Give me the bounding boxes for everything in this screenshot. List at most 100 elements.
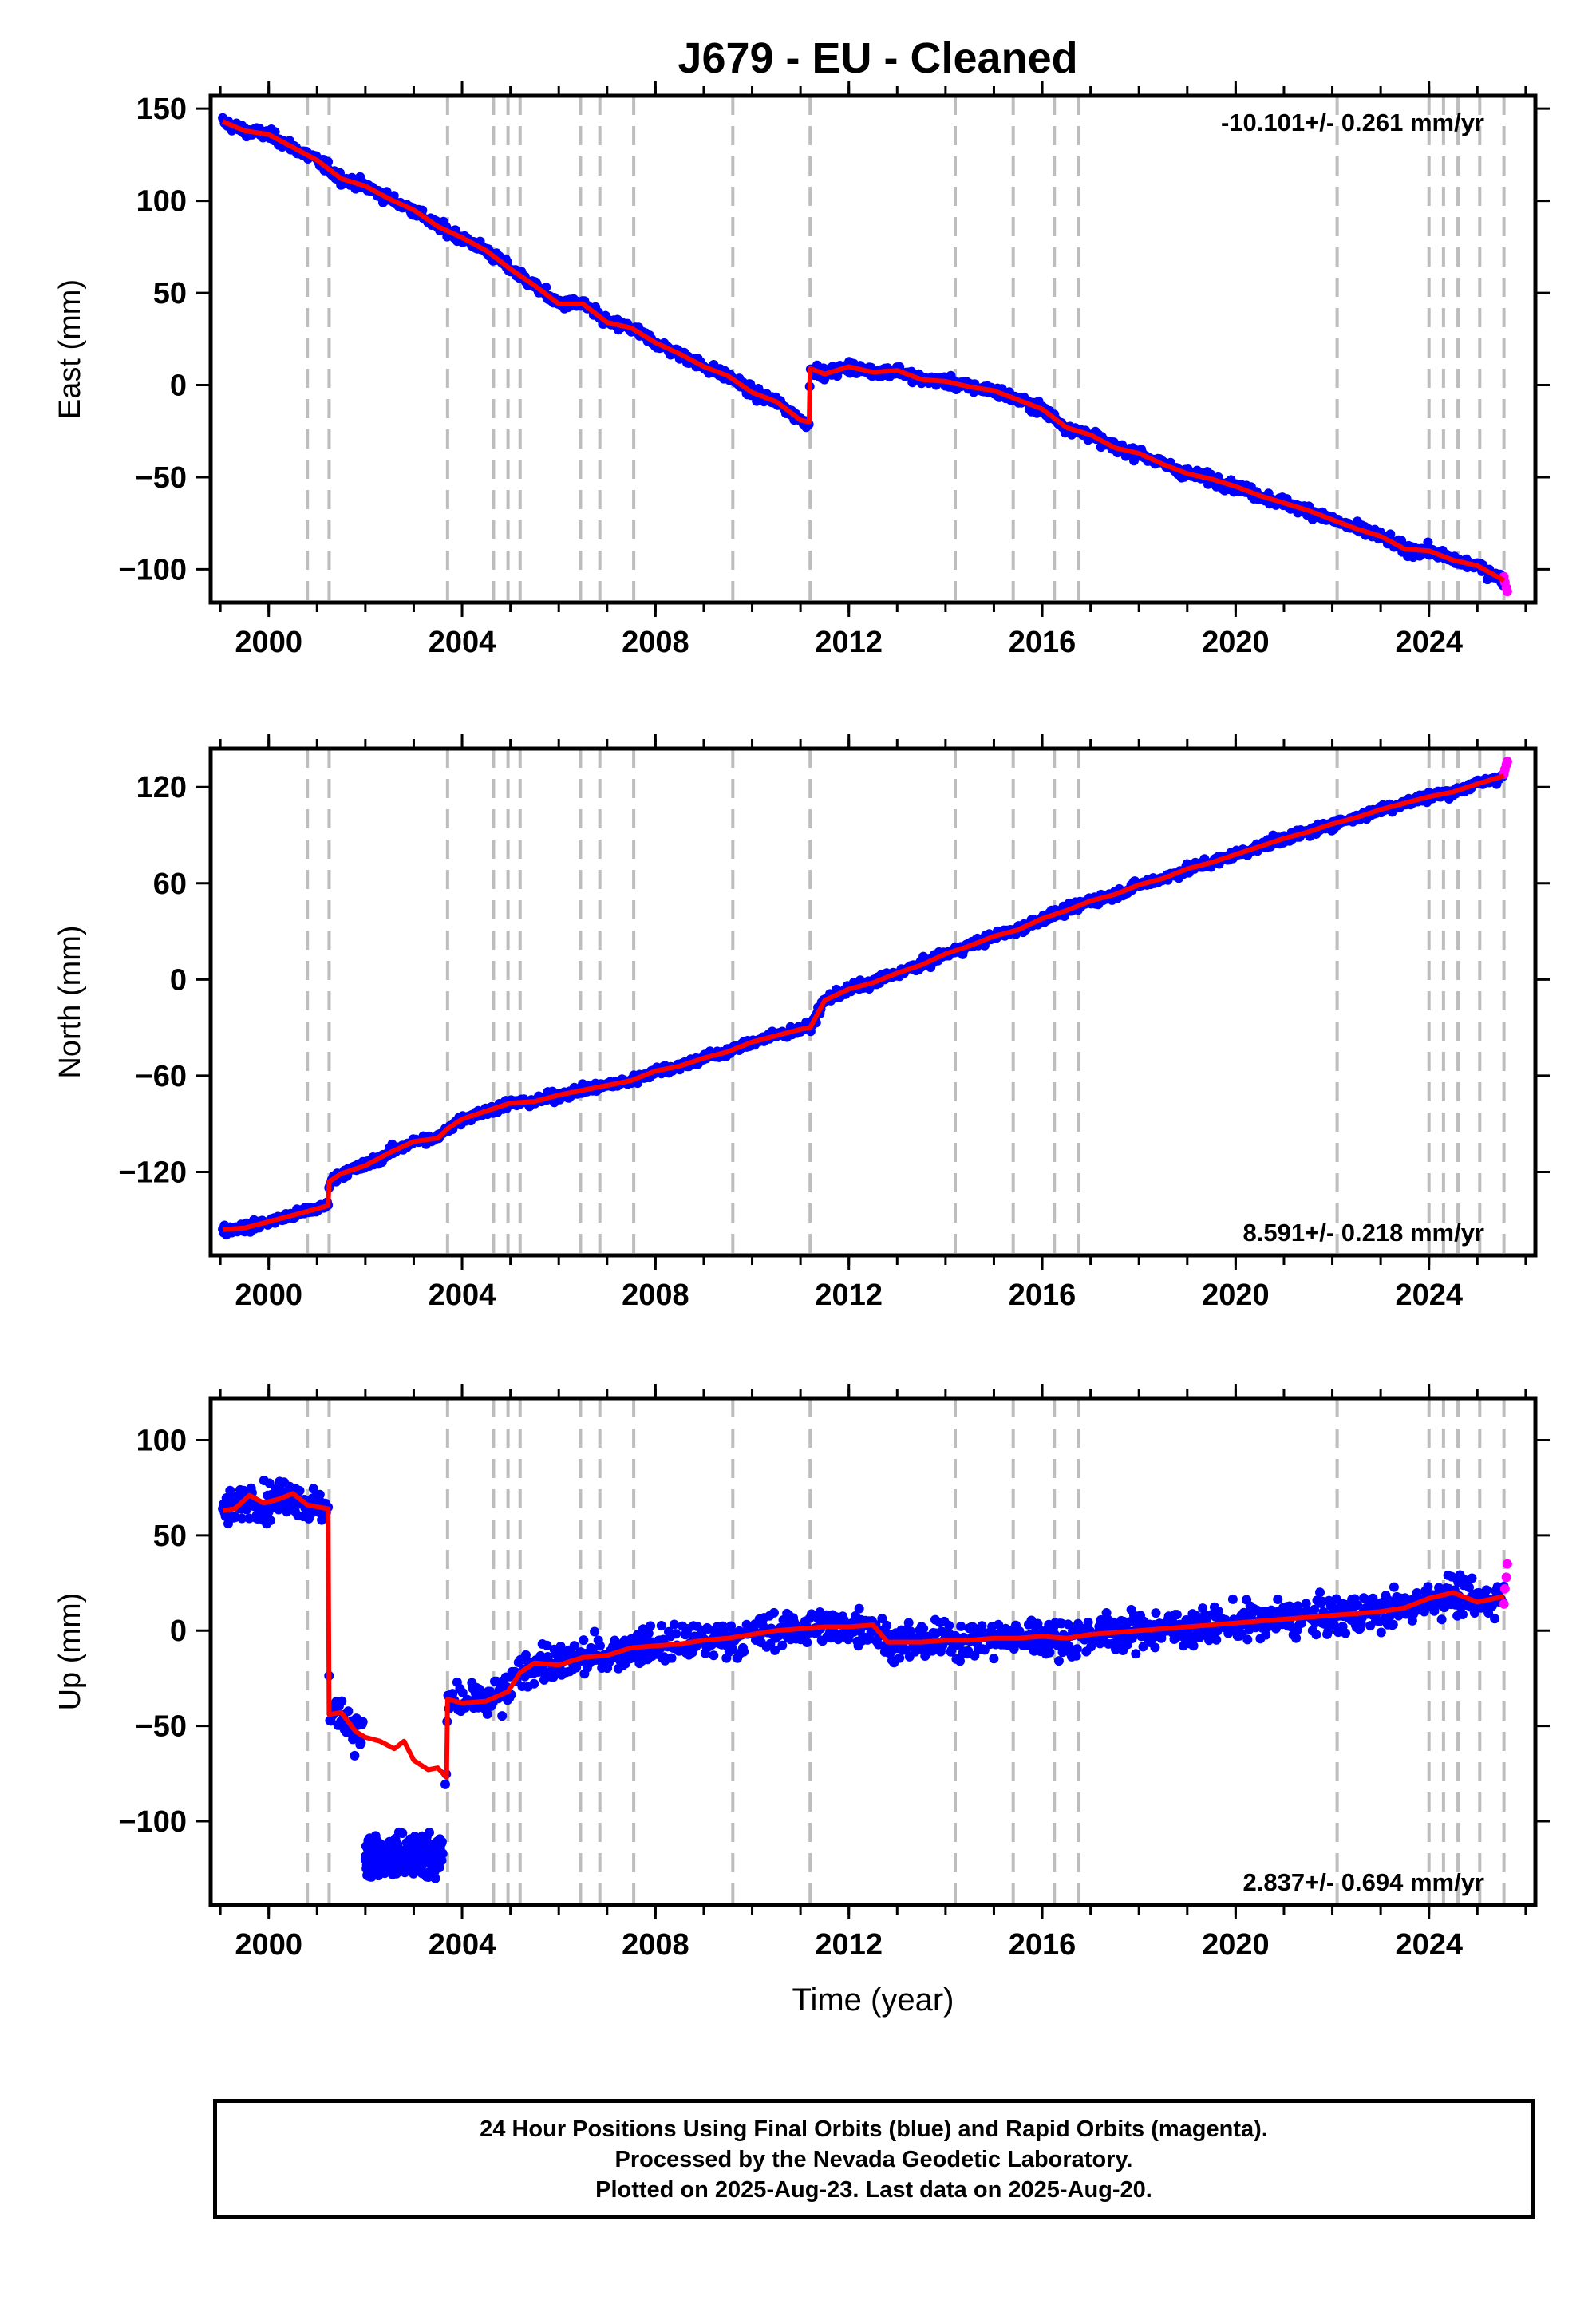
data-point: [955, 1656, 965, 1666]
y-tick-label: −100: [118, 1805, 187, 1839]
x-tick-label: 2000: [235, 626, 302, 659]
x-tick-label: 2000: [235, 1279, 302, 1312]
data-point: [828, 1626, 839, 1637]
data-point: [903, 1618, 914, 1628]
data-point: [854, 1603, 864, 1614]
x-tick-label: 2008: [622, 1279, 689, 1312]
data-point: [1467, 1573, 1477, 1583]
data-point: [895, 1653, 905, 1663]
data-point: [944, 1620, 954, 1630]
rapid-orbit-points: [1499, 1559, 1512, 1609]
data-point: [434, 1863, 444, 1873]
data-point: [539, 1674, 549, 1685]
x-tick-label: 2024: [1395, 626, 1463, 659]
y-axis-label: Up (mm): [53, 1593, 87, 1711]
footer-caption: 24 Hour Positions Using Final Orbits (bl…: [213, 2099, 1535, 2219]
data-point: [1266, 1605, 1277, 1615]
x-tick-label: 2008: [622, 626, 689, 659]
data-point: [770, 1645, 780, 1655]
data-point: [529, 1678, 539, 1689]
data-point: [726, 1621, 737, 1631]
y-tick-label: 100: [136, 1425, 187, 1458]
y-tick-label: 150: [136, 93, 187, 126]
data-point: [430, 1873, 440, 1883]
x-tick-label: 2020: [1202, 1279, 1270, 1312]
data-point: [1423, 1582, 1433, 1592]
data-point: [343, 1706, 354, 1717]
data-point: [1436, 1614, 1447, 1625]
plot-frame: [208, 746, 1538, 1258]
rapid-point: [1499, 1599, 1509, 1609]
y-tick-label: 0: [170, 370, 187, 403]
panel-3: 2000 2004 2008 2012 2016 2020 2024 −100 −50 0 50 10…: [53, 1384, 1550, 2018]
model-line: [222, 773, 1505, 1232]
data-point: [437, 1848, 448, 1859]
final-orbit-points: [218, 113, 1509, 591]
data-point: [1195, 1632, 1205, 1642]
data-point: [1211, 1634, 1222, 1645]
rapid-point: [1502, 757, 1512, 767]
data-point: [265, 1516, 275, 1526]
data-point: [646, 1621, 656, 1631]
data-point: [1053, 1656, 1064, 1666]
rate-label: -10.101+/- 0.261 mm/yr: [1221, 109, 1484, 136]
data-point: [308, 1484, 318, 1494]
x-tick-label: 2020: [1202, 626, 1270, 659]
y-tick-label: 0: [170, 1614, 187, 1648]
data-point: [337, 1696, 347, 1706]
data-point: [1150, 1642, 1160, 1653]
data-point: [1045, 1639, 1056, 1650]
data-point: [666, 1653, 677, 1663]
x-tick-label: 2004: [429, 626, 496, 659]
data-point: [769, 1607, 779, 1618]
final-orbit-points: [218, 1476, 1509, 1883]
data-point: [1464, 1583, 1474, 1592]
data-point: [1188, 1641, 1199, 1651]
data-point: [356, 1737, 366, 1748]
x-tick-label: 2024: [1395, 1928, 1463, 1962]
data-point: [1045, 1647, 1055, 1658]
data-point: [918, 1623, 929, 1634]
data-point: [1389, 1582, 1399, 1592]
data-point: [1138, 1642, 1148, 1652]
footer-line-3: Plotted on 2025-Aug-23. Last data on 202…: [595, 2177, 1152, 2203]
data-point: [425, 1828, 434, 1838]
data-point: [1376, 1627, 1386, 1638]
x-tick-label: 2016: [1009, 1928, 1077, 1962]
data-point: [314, 1489, 325, 1500]
data-point: [595, 1641, 605, 1651]
data-point: [590, 1626, 600, 1637]
rapid-point: [1502, 1559, 1512, 1569]
footer-line-2: Processed by the Nevada Geodetic Laborat…: [614, 2147, 1133, 2172]
rate-label: 8.591+/- 0.218 mm/yr: [1243, 1219, 1484, 1247]
data-point: [915, 1630, 926, 1641]
data-point: [1227, 1594, 1238, 1604]
data-point: [1009, 1639, 1020, 1650]
x-tick-label: 2016: [1009, 1279, 1077, 1312]
data-point: [482, 1709, 492, 1719]
x-tick-label: 2024: [1395, 1279, 1463, 1312]
data-point: [358, 1717, 368, 1727]
y-tick-label: 50: [153, 277, 187, 310]
model-line: [222, 1491, 1505, 1780]
x-tick-label: 2012: [815, 1279, 883, 1312]
data-point: [1063, 1619, 1073, 1630]
rapid-point: [1502, 587, 1512, 597]
data-point: [555, 1642, 566, 1651]
y-tick-label: −120: [118, 1156, 187, 1190]
data-point: [1291, 1633, 1302, 1643]
data-point: [397, 1828, 408, 1838]
page-title: J679 - EU - Cleaned: [678, 34, 1078, 82]
data-point: [1423, 537, 1433, 547]
data-point: [409, 1832, 420, 1842]
data-point: [669, 1619, 679, 1630]
data-point: [906, 1626, 915, 1637]
footer-line-1: 24 Hour Positions Using Final Orbits (bl…: [480, 2116, 1268, 2142]
data-point: [497, 1711, 508, 1721]
data-point: [579, 1635, 589, 1646]
y-tick-label: −50: [136, 1710, 187, 1744]
data-point: [306, 1509, 316, 1520]
x-tick-label: 2016: [1009, 626, 1077, 659]
data-point: [956, 1621, 966, 1631]
